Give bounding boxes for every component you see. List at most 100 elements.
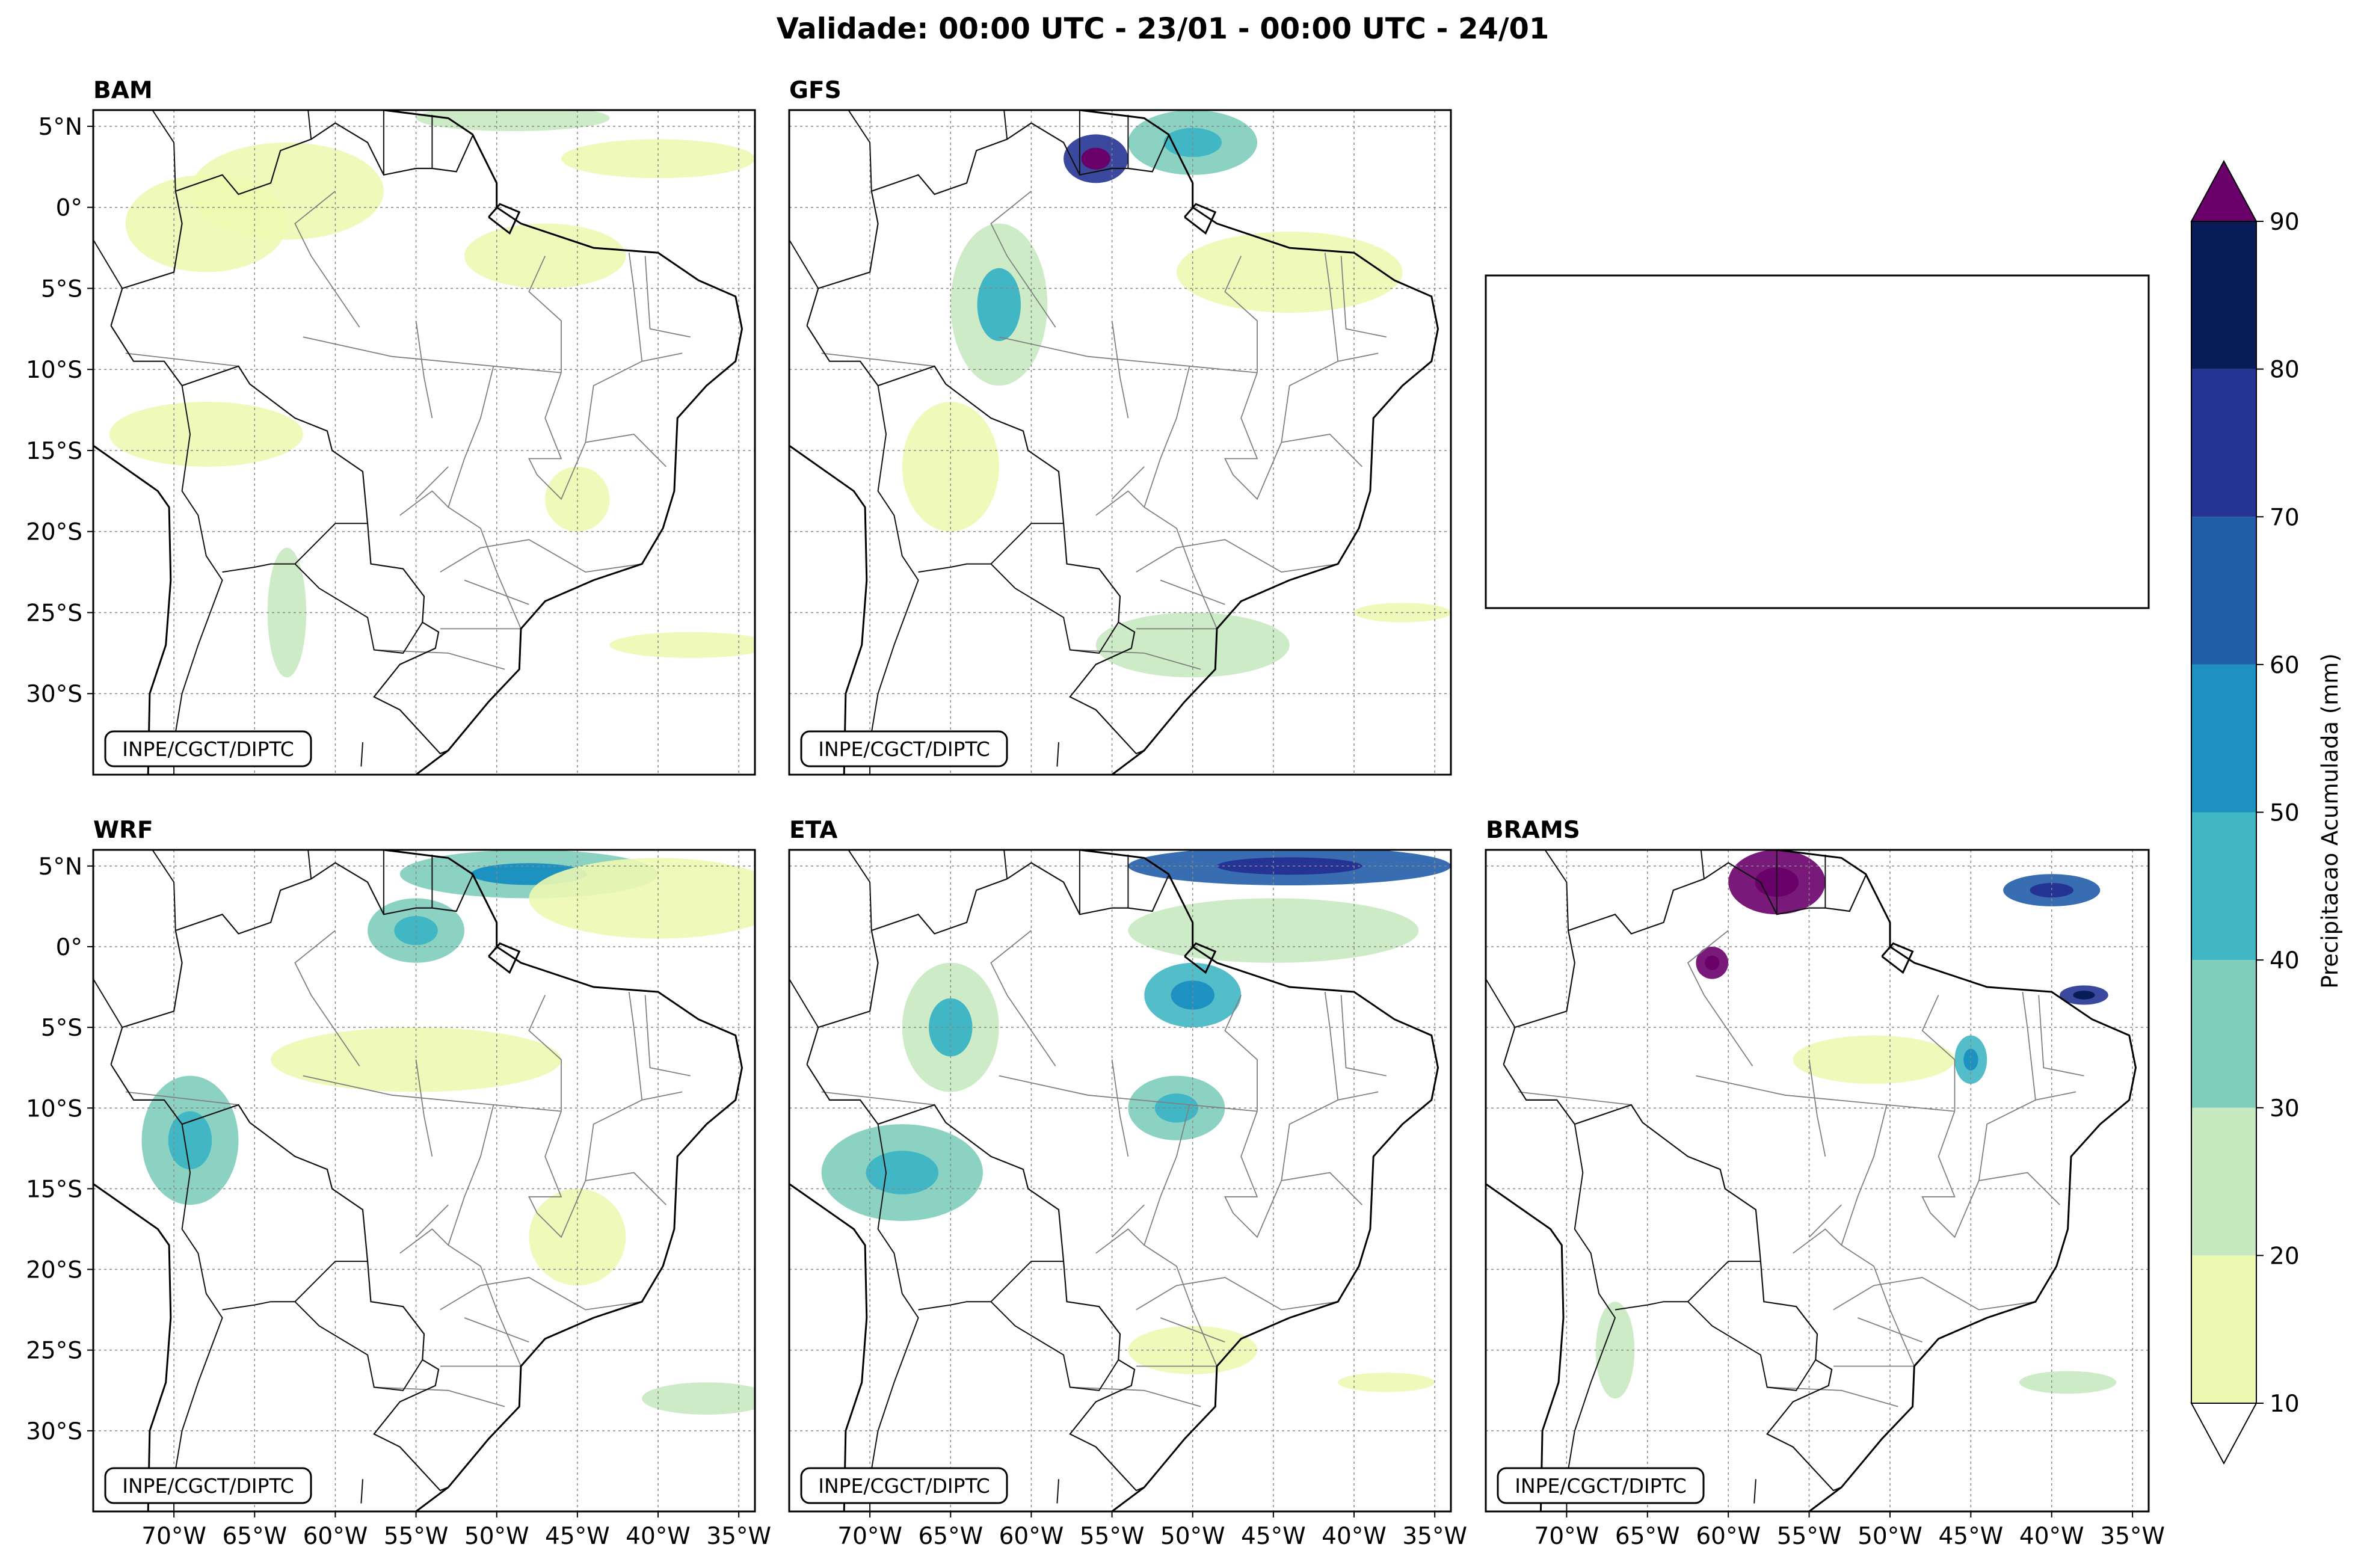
state-border — [528, 1091, 683, 1238]
country-border — [1687, 1261, 1761, 1302]
precip-area — [545, 466, 610, 532]
coastline — [382, 110, 743, 775]
country-border — [990, 1261, 1064, 1302]
colorbar-segment — [2191, 664, 2256, 813]
lon-label: 70°W — [1535, 1523, 1599, 1550]
lat-label: 30°S — [26, 681, 82, 708]
state-border — [399, 1228, 449, 1254]
state-border — [1160, 1317, 1225, 1343]
panel-title: BAM — [93, 77, 153, 104]
colorbar-tick-label: 30 — [2270, 1095, 2300, 1122]
country-border — [93, 239, 123, 289]
country-border — [918, 563, 991, 573]
credit-label: INPE/CGCT/DIPTC — [122, 737, 294, 761]
precip-area — [561, 139, 755, 179]
map-panel-5: ETA INPE/CGCT/DIPTC 70°W 65°W 60°W 55°W 50°W 45… — [788, 817, 1467, 1550]
coastline — [1881, 942, 1914, 974]
country-border — [806, 325, 1145, 755]
country-border — [806, 122, 1169, 326]
lat-label: 0° — [56, 934, 82, 961]
lat-label: 5°N — [38, 853, 83, 881]
map-panel-4: WRF INPE/CGCT/DIPTC 5°N 0° 5°S 10°S 15°S 20°S 25… — [26, 817, 771, 1550]
coastline — [382, 850, 743, 1511]
country-border — [294, 1301, 423, 1391]
state-border — [1518, 1091, 1632, 1105]
country-border — [294, 563, 423, 654]
precip-core — [1963, 1048, 1978, 1071]
lon-label: 55°W — [1080, 1523, 1145, 1550]
colorbar-extend-under — [2190, 1403, 2258, 1465]
country-border — [222, 1301, 295, 1311]
state-border — [1070, 1386, 1201, 1407]
country-border — [93, 978, 123, 1028]
country-border — [294, 523, 368, 565]
country-border — [990, 1301, 1119, 1391]
lon-label: 60°W — [303, 1523, 368, 1550]
state-border — [1281, 434, 1363, 467]
country-border — [173, 386, 223, 775]
lon-label: 70°W — [837, 1523, 902, 1550]
colorbar-tick-label: 60 — [2270, 652, 2300, 679]
precip-area — [416, 110, 610, 132]
country-border — [990, 523, 1064, 565]
state-border — [294, 930, 360, 1067]
credit-label: INPE/CGCT/DIPTC — [818, 1474, 990, 1498]
coastline — [1486, 1182, 1565, 1511]
credit-box — [104, 1467, 312, 1504]
country-border — [173, 1124, 223, 1511]
state-border — [1070, 649, 1201, 670]
state-border — [990, 191, 1056, 328]
state-border — [628, 253, 643, 361]
country-border — [1615, 1301, 1688, 1311]
country-border — [1566, 1124, 1616, 1511]
colorbar-segment — [2191, 1107, 2256, 1256]
country-border — [360, 742, 363, 767]
lat-label: 5°N — [38, 114, 83, 141]
precip-core — [2030, 883, 2074, 898]
state-border — [628, 991, 643, 1100]
precip-core — [1081, 147, 1110, 170]
coastline — [93, 444, 172, 775]
lon-label: 35°W — [706, 1523, 771, 1550]
state-border — [1224, 256, 1258, 373]
country-border — [789, 978, 819, 1028]
precip-area — [609, 632, 755, 658]
precip-core — [168, 1111, 212, 1170]
state-border — [2038, 995, 2084, 1077]
lon-label: 40°W — [2019, 1523, 2084, 1550]
map-panel-1: BAM INPE/CGCT/DIPTC 5°N 0° 5°S 10°S 15°S 20°S 25… — [26, 77, 756, 776]
country-border — [1056, 742, 1059, 767]
country-border — [110, 325, 449, 755]
precip-area — [1176, 232, 1403, 313]
state-border — [303, 336, 562, 374]
lat-label: 20°S — [26, 519, 82, 546]
state-border — [999, 336, 1258, 374]
map-panel-2: GFS INPE/CGCT/DIPTC — [788, 77, 1452, 776]
credit-box — [800, 730, 1008, 767]
country-border — [360, 1479, 363, 1504]
lat-label: 25°S — [26, 1338, 82, 1365]
colorbar-label: Precipitacao Acumulada (mm) — [2317, 653, 2343, 989]
state-border — [1111, 321, 1129, 419]
credit-label: INPE/CGCT/DIPTC — [1515, 1474, 1687, 1498]
lon-label: 35°W — [1402, 1523, 1467, 1550]
lon-label: 45°W — [1241, 1523, 1306, 1550]
lon-label: 65°W — [918, 1523, 983, 1550]
state-border — [374, 649, 505, 670]
credit-box — [800, 1467, 1008, 1504]
lat-label: 5°S — [41, 1015, 82, 1042]
state-border — [821, 352, 935, 367]
credit-label: INPE/CGCT/DIPTC — [122, 1474, 294, 1498]
colorbar-tick-label: 50 — [2270, 800, 2300, 827]
state-border — [1095, 490, 1145, 516]
lon-label: 40°W — [626, 1523, 691, 1550]
country-border — [1056, 1479, 1059, 1504]
state-border — [585, 434, 667, 467]
state-border — [644, 256, 691, 338]
colorbar-segment — [2191, 369, 2256, 517]
precip-area — [1793, 1035, 1955, 1084]
state-border — [1324, 253, 1339, 361]
state-border — [1136, 1277, 1338, 1311]
map-frame — [788, 109, 1452, 776]
